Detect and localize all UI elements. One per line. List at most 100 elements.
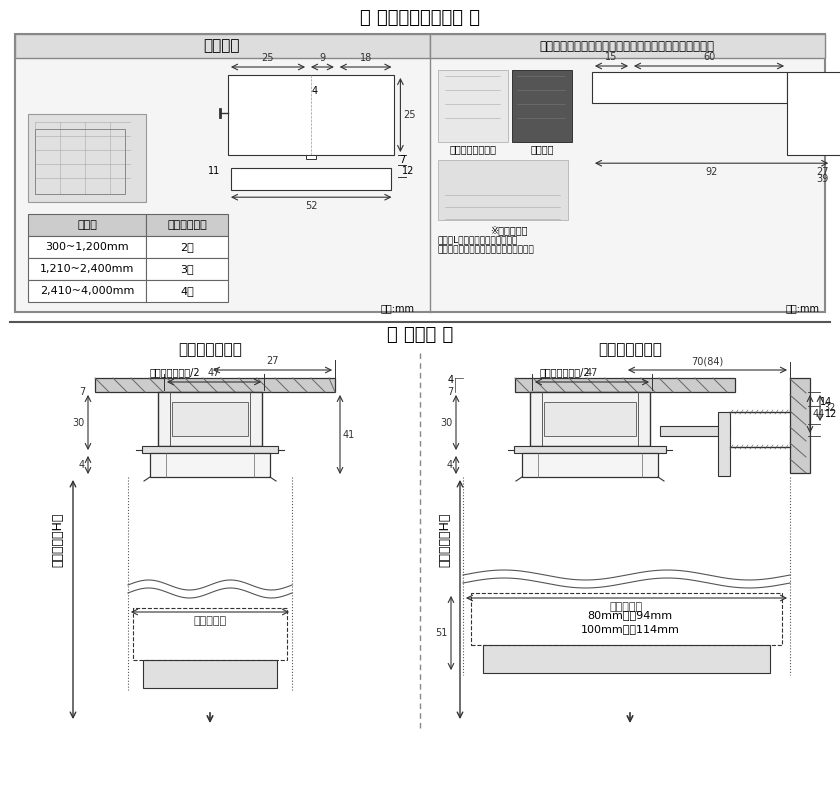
Circle shape [584, 413, 596, 425]
Text: 【 側面図 】: 【 側面図 】 [387, 326, 453, 344]
Text: 12: 12 [402, 166, 415, 176]
Bar [522, 453, 658, 477]
Circle shape [302, 112, 303, 115]
Text: 4: 4 [79, 460, 85, 470]
Bar [28, 236, 146, 258]
Text: 27: 27 [816, 167, 828, 177]
Bar [530, 392, 650, 446]
Text: 27: 27 [266, 356, 279, 366]
Text: 4: 4 [447, 460, 453, 470]
Bar [438, 70, 508, 142]
Text: 7: 7 [447, 387, 453, 397]
Text: 14: 14 [820, 397, 832, 407]
Text: ※正面付仕様: ※正面付仕様 [490, 225, 528, 235]
Text: 3個: 3個 [181, 264, 194, 274]
Bar [430, 34, 825, 58]
Text: 15: 15 [606, 52, 617, 62]
Text: 製品高さ（H）: 製品高さ（H） [438, 513, 452, 567]
Text: 44: 44 [813, 409, 825, 419]
Bar [143, 660, 277, 688]
Bar [718, 412, 730, 476]
Text: 70(84): 70(84) [691, 356, 723, 366]
Text: 単位:mm: 単位:mm [381, 303, 415, 313]
Text: 4: 4 [448, 375, 454, 385]
Bar [592, 72, 787, 103]
Text: 25: 25 [403, 110, 416, 120]
Bar [142, 446, 278, 453]
Bar [35, 129, 125, 194]
Text: ブラケットを固定してご使用ください。: ブラケットを固定してご使用ください。 [438, 246, 535, 254]
Text: 51: 51 [436, 628, 448, 638]
Text: ブラウン: ブラウン [530, 144, 554, 154]
Bar [28, 114, 146, 202]
Text: 天井付け: 天井付け [204, 39, 240, 54]
Text: 39: 39 [816, 175, 828, 184]
Bar [228, 75, 395, 155]
Text: 【 ブラケットサイズ 】: 【 ブラケットサイズ 】 [360, 9, 480, 27]
Text: 47: 47 [207, 368, 220, 378]
Bar [15, 34, 825, 312]
Text: 25: 25 [262, 53, 274, 63]
Bar [172, 402, 248, 436]
Text: 30: 30 [73, 417, 85, 427]
Text: 12: 12 [825, 409, 837, 419]
Text: 製品高さ（H）: 製品高さ（H） [51, 513, 65, 567]
Bar [790, 378, 810, 473]
Text: 18: 18 [360, 53, 372, 63]
Text: 正面付け側面図: 正面付け側面図 [598, 343, 662, 358]
Bar [438, 160, 568, 220]
Bar [28, 258, 146, 280]
Text: 7: 7 [399, 155, 406, 165]
Text: 4個: 4個 [180, 286, 194, 296]
Bar [146, 214, 228, 236]
Text: 80mm幅：94mm: 80mm幅：94mm [587, 610, 673, 620]
Text: 製品幅: 製品幅 [77, 220, 97, 230]
Text: （ルーバー幅）/2: （ルーバー幅）/2 [539, 367, 591, 377]
Text: 正面付L金具に天井付ワンタッチ: 正面付L金具に天井付ワンタッチ [438, 235, 518, 244]
Bar [544, 402, 636, 436]
Circle shape [197, 406, 223, 432]
Text: 9: 9 [319, 53, 325, 63]
Circle shape [204, 413, 216, 425]
Bar [231, 167, 391, 190]
Bar [28, 214, 146, 236]
Bar [15, 34, 430, 58]
Bar [514, 446, 666, 453]
Text: ホワイト（標準）: ホワイト（標準） [449, 144, 496, 154]
Bar [146, 258, 228, 280]
Bar [660, 426, 730, 436]
Text: 正面付け用金具（ブラケットを取り付けて使用します）: 正面付け用金具（ブラケットを取り付けて使用します） [539, 40, 715, 52]
Text: 32: 32 [823, 403, 835, 413]
Text: 47: 47 [585, 368, 598, 378]
Circle shape [319, 112, 321, 115]
Bar [95, 378, 335, 392]
Text: 92: 92 [706, 167, 718, 177]
Text: 1,210~2,400mm: 1,210~2,400mm [39, 264, 134, 274]
Text: 2個: 2個 [180, 242, 194, 252]
Bar [471, 593, 782, 645]
Text: 11: 11 [207, 166, 220, 176]
Text: （ルーバー幅）/2: （ルーバー幅）/2 [150, 367, 200, 377]
Bar [146, 236, 228, 258]
Text: 60: 60 [703, 52, 715, 62]
Bar [28, 280, 146, 302]
Bar [146, 280, 228, 302]
Text: 100mm幅：114mm: 100mm幅：114mm [580, 624, 680, 634]
Bar [512, 70, 572, 142]
Text: 単位:mm: 単位:mm [786, 303, 820, 313]
Text: 4: 4 [312, 86, 318, 96]
Bar [515, 378, 735, 392]
Bar [483, 645, 770, 673]
Bar [133, 608, 287, 660]
Text: 天井付け側面図: 天井付け側面図 [178, 343, 242, 358]
Text: ルーバー幅: ルーバー幅 [610, 602, 643, 612]
Bar [307, 155, 316, 159]
Text: 41: 41 [343, 430, 355, 439]
Text: ルーバー幅: ルーバー幅 [193, 616, 227, 626]
Bar [150, 453, 270, 477]
Text: 52: 52 [305, 201, 318, 211]
Text: 30: 30 [441, 417, 453, 427]
Bar [787, 72, 840, 155]
Bar [158, 392, 262, 446]
Text: 2,410~4,000mm: 2,410~4,000mm [39, 286, 134, 296]
